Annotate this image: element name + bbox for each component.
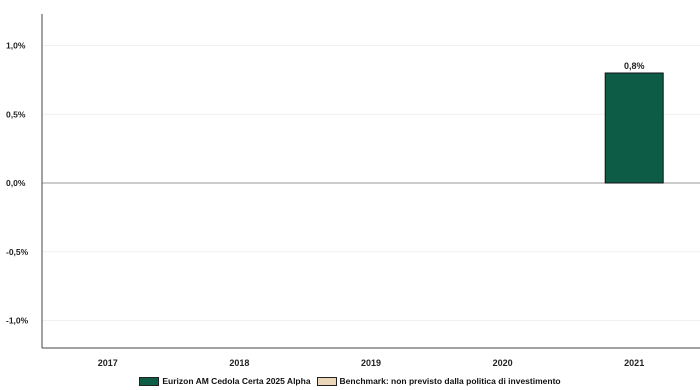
legend-item-fund: Eurizon AM Cedola Certa 2025 Alpha — [139, 376, 311, 386]
legend-label-fund: Eurizon AM Cedola Certa 2025 Alpha — [162, 376, 311, 386]
y-tick-label: 0,0% — [6, 178, 26, 188]
legend-swatch-fund — [139, 376, 160, 386]
legend: Eurizon AM Cedola Certa 2025 Alpha Bench… — [0, 374, 700, 388]
gridlines — [42, 45, 700, 321]
y-tick-label: -1,0% — [6, 316, 29, 326]
x-tick-label: 2020 — [493, 358, 513, 368]
y-tick-label: -0,5% — [6, 247, 29, 257]
x-tick-label: 2021 — [624, 358, 644, 368]
x-tick-label: 2018 — [229, 358, 249, 368]
axes — [41, 14, 700, 349]
x-axis-ticks: 2017 2018 2019 2020 2021 — [98, 358, 644, 368]
y-tick-label: 0,5% — [6, 109, 26, 119]
x-tick-label: 2017 — [98, 358, 118, 368]
bar-chart: 1,0% 0,5% 0,0% -0,5% -1,0% 0,8% 2017 2018 2019… — [6, 14, 700, 368]
legend-label-benchmark: Benchmark: non previsto dalla politica d… — [339, 376, 561, 386]
bars — [604, 72, 664, 184]
x-tick-label: 2019 — [361, 358, 381, 368]
data-labels: 0,8% — [624, 61, 645, 71]
data-label: 0,8% — [624, 61, 645, 71]
bar — [604, 72, 664, 184]
y-axis-ticks: 1,0% 0,5% 0,0% -0,5% -1,0% — [6, 41, 29, 326]
legend-item-benchmark: Benchmark: non previsto dalla politica d… — [316, 376, 561, 386]
y-tick-label: 1,0% — [6, 41, 26, 51]
legend-swatch-benchmark — [316, 376, 337, 386]
